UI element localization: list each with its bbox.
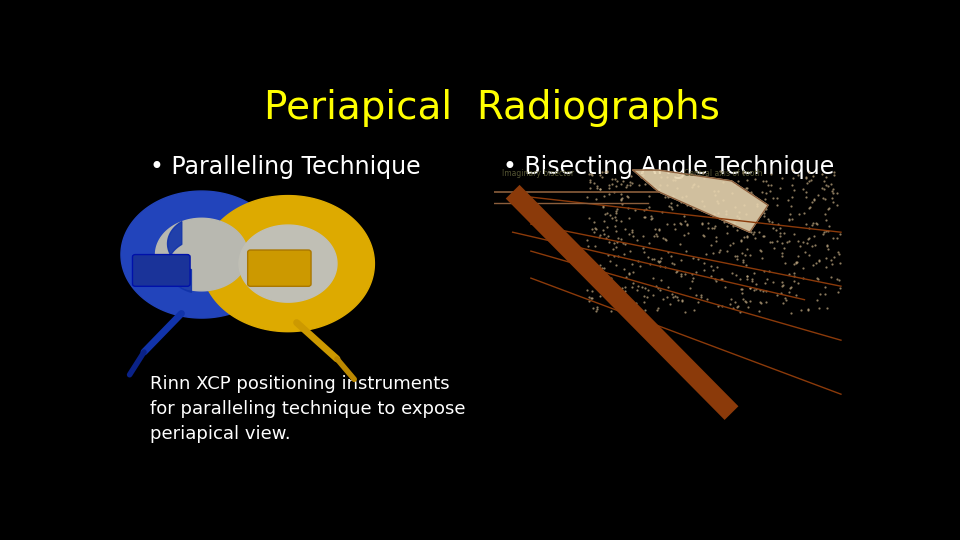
Text: Rinn XCP positioning instruments
for paralleling technique to expose
periapical : Rinn XCP positioning instruments for par… (150, 375, 466, 443)
FancyBboxPatch shape (132, 254, 190, 286)
Text: • Paralleling Technique: • Paralleling Technique (150, 154, 420, 179)
Polygon shape (202, 195, 374, 332)
Text: • Bisecting Angle Technique: • Bisecting Angle Technique (503, 154, 834, 179)
Polygon shape (156, 218, 248, 291)
Polygon shape (239, 225, 337, 302)
Polygon shape (633, 170, 768, 232)
FancyBboxPatch shape (248, 250, 311, 286)
Text: Imaginary bisector: Imaginary bisector (502, 168, 574, 178)
Polygon shape (121, 191, 282, 318)
Text: Periapical  Radiographs: Periapical Radiographs (264, 90, 720, 127)
Text: Central axis of tooth: Central axis of tooth (684, 168, 762, 178)
